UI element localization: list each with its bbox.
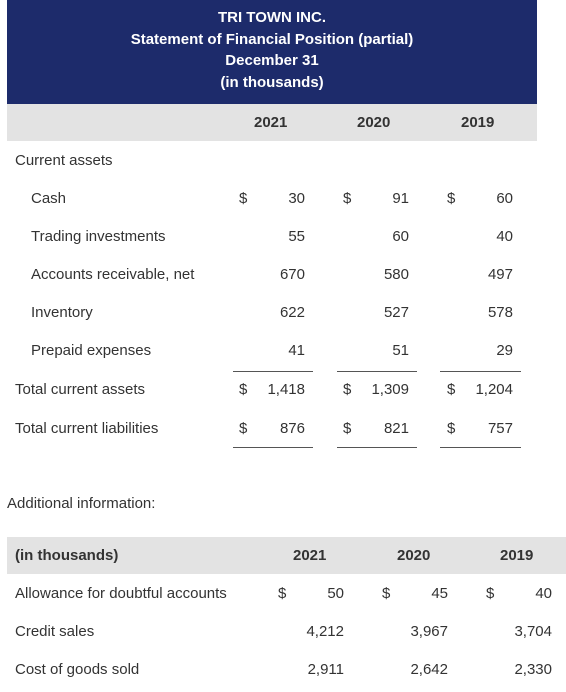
total-current-liabilities-2021: 876: [279, 420, 305, 437]
row-label-accounts-receivable: Accounts receivable, net: [31, 266, 195, 283]
prepaid-expenses-2020: 51: [392, 342, 409, 359]
cash-2021: 30: [288, 190, 305, 207]
accounts-receivable-2020: 580: [383, 266, 409, 283]
allowance-2021: 50: [327, 585, 344, 602]
row-label-cost-of-goods-sold: Cost of goods sold: [15, 661, 140, 678]
row-label-allowance-doubtful-accounts: Allowance for doubtful accounts: [15, 585, 227, 602]
total-current-liabilities-label: Total current liabilities: [15, 420, 159, 437]
dollar-sign: $: [239, 381, 248, 398]
dollar-sign: $: [486, 585, 495, 602]
total-current-liabilities-2019: 757: [487, 420, 513, 437]
accounts-receivable-2019: 497: [487, 266, 513, 283]
credit-sales-2019: 3,704: [514, 623, 552, 640]
additional-year-2020: 2020: [397, 547, 431, 564]
credit-sales-2021: 4,212: [306, 623, 344, 640]
current-assets-heading: Current assets: [15, 152, 113, 169]
row-label-cash: Cash: [31, 190, 67, 207]
prepaid-expenses-2021: 41: [288, 342, 305, 359]
dollar-sign: $: [382, 585, 391, 602]
cogs-2021: 2,911: [307, 661, 344, 678]
dollar-sign: $: [278, 585, 287, 602]
additional-info-title: Additional information:: [7, 495, 156, 512]
row-label-prepaid-expenses: Prepaid expenses: [31, 342, 152, 359]
statement-banner: TRI TOWN INC. Statement of Financial Pos…: [7, 0, 537, 104]
row-label-credit-sales: Credit sales: [15, 623, 95, 640]
dollar-sign: $: [239, 420, 248, 437]
total-current-assets-2021: 1,418: [267, 381, 305, 398]
total-rule-2019: [440, 447, 521, 448]
prepaid-expenses-2019: 29: [496, 342, 513, 359]
dollar-sign: $: [343, 190, 352, 207]
inventory-2019: 578: [487, 304, 513, 321]
allowance-2020: 45: [431, 585, 448, 602]
accounts-receivable-2021: 670: [279, 266, 305, 283]
cash-2020: 91: [392, 190, 409, 207]
additional-year-2021: 2021: [293, 547, 327, 564]
dollar-sign: $: [447, 420, 456, 437]
statement-date: December 31: [225, 52, 319, 69]
year-label-2019: 2019: [461, 114, 495, 131]
total-current-liabilities-2020: 821: [383, 420, 409, 437]
total-current-assets-2019: 1,204: [475, 381, 513, 398]
company-name: TRI TOWN INC.: [217, 9, 327, 26]
total-current-assets-2020: 1,309: [371, 381, 409, 398]
year-label-2020: 2020: [357, 114, 391, 131]
additional-header-label: (in thousands): [15, 547, 119, 564]
trading-investments-2021: 55: [288, 228, 305, 245]
year-label-2021: 2021: [254, 114, 288, 131]
trading-investments-2019: 40: [496, 228, 513, 245]
dollar-sign: $: [343, 381, 352, 398]
cogs-2020: 2,642: [410, 661, 448, 678]
dollar-sign: $: [447, 190, 456, 207]
credit-sales-2020: 3,967: [410, 623, 448, 640]
allowance-2019: 40: [535, 585, 552, 602]
dollar-sign: $: [239, 190, 248, 207]
trading-investments-2020: 60: [392, 228, 409, 245]
additional-year-2019: 2019: [500, 547, 534, 564]
row-label-inventory: Inventory: [31, 304, 93, 321]
statement-title: Statement of Financial Position (partial…: [130, 30, 414, 48]
cogs-2019: 2,330: [514, 661, 552, 678]
year-header: [7, 104, 537, 141]
inventory-2021: 622: [279, 304, 305, 321]
total-current-assets-label: Total current assets: [15, 381, 146, 398]
inventory-2020: 527: [383, 304, 409, 321]
dollar-sign: $: [447, 381, 456, 398]
subtotal-rule-2021: [233, 371, 313, 372]
total-rule-2020: [337, 447, 417, 448]
total-rule-2021: [233, 447, 313, 448]
dollar-sign: $: [343, 420, 352, 437]
row-label-trading-investments: Trading investments: [31, 228, 166, 245]
subtotal-rule-2020: [337, 371, 417, 372]
statement-units: (in thousands): [220, 73, 324, 91]
cash-2019: 60: [496, 190, 513, 207]
additional-header: [7, 537, 566, 574]
subtotal-rule-2019: [440, 371, 521, 372]
